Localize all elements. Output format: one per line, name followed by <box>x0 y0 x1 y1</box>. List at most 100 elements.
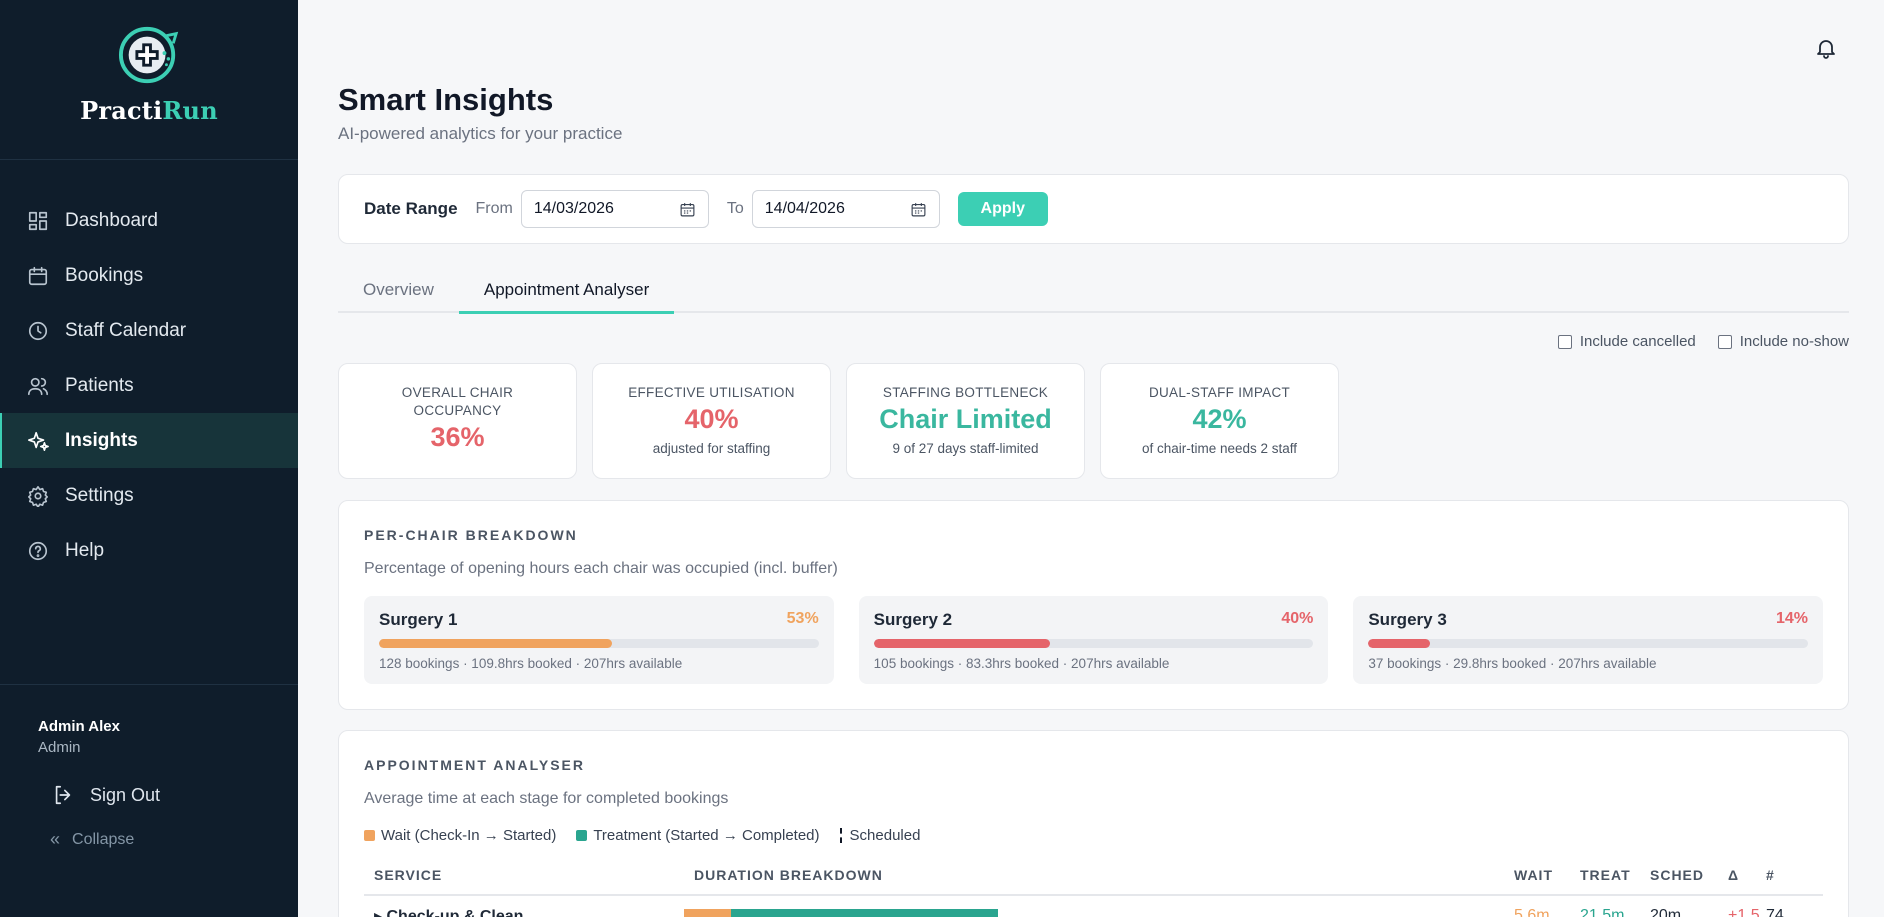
tabs: Overview Appointment Analyser <box>338 268 1849 314</box>
sidebar-item-insights[interactable]: Insights <box>0 413 298 468</box>
kpi-label: Dual-Staff Impact <box>1148 385 1291 400</box>
duration-bar <box>684 909 998 917</box>
sidebar-item-bookings[interactable]: Bookings <box>0 248 298 303</box>
sidebar-item-dashboard[interactable]: Dashboard <box>0 193 298 248</box>
sidebar-item-label: Patients <box>65 374 134 396</box>
expand-chevron-icon[interactable]: ▸ <box>374 908 387 917</box>
bell-icon <box>1817 40 1835 59</box>
date-range-label: Date Range <box>364 199 458 218</box>
to-date-value: 14/04/2026 <box>764 200 845 217</box>
practirun-logo-icon <box>118 26 179 84</box>
column-header[interactable]: Wait <box>1514 867 1553 883</box>
kpi-sub: 9 of 27 days staff-limited <box>892 441 1039 456</box>
service-cell: ▸ Check-up & Clean <box>364 906 684 917</box>
sidebar-item-label: Insights <box>65 429 138 451</box>
collapse-button[interactable]: « Collapse <box>50 829 298 850</box>
occupancy-bar <box>873 639 1314 648</box>
column-header: Duration Breakdown <box>694 867 883 883</box>
calendar-icon <box>680 202 695 216</box>
sparkles-icon <box>28 431 49 451</box>
occupancy-bar <box>1368 639 1809 648</box>
kpi-value: 36% <box>430 422 485 452</box>
section-title: Appointment Analyser <box>364 757 585 773</box>
sign-out-icon <box>55 785 71 805</box>
occupancy-bar-fill <box>873 639 1050 648</box>
chair-item: Surgery 3 14% 37 bookings · 29.8hrs book… <box>1353 596 1824 684</box>
from-label: From <box>475 200 513 217</box>
table-row[interactable]: ▸ Check-up & Clean 5.6m 21.5m 20m +1.5 7… <box>364 896 1823 917</box>
sidebar-item-staff-calendar[interactable]: Staff Calendar <box>0 303 298 358</box>
kpi-card-effective-utilisation: Effective Utilisation 40% adjusted for s… <box>592 363 831 479</box>
delta-cell: +1.5 <box>1728 907 1760 917</box>
sidebar-item-patients[interactable]: Patients <box>0 358 298 413</box>
apply-button[interactable]: Apply <box>957 192 1048 226</box>
legend-item-scheduled: Scheduled <box>839 827 920 844</box>
column-header[interactable]: Sched <box>1650 867 1705 883</box>
page-subtitle: AI-powered analytics for your practice <box>338 124 623 143</box>
include-no-show-label: Include no-show <box>1739 333 1849 350</box>
kpi-label: Overall Chair Occupancy <box>401 385 514 418</box>
calendar-icon <box>28 266 48 285</box>
collapse-label: Collapse <box>72 830 135 848</box>
dashboard-icon <box>28 211 48 230</box>
column-header[interactable]: # <box>1766 867 1775 883</box>
occupancy-bar <box>379 639 819 648</box>
kpi-value: 42% <box>1192 404 1247 434</box>
occupancy-bar-fill <box>1368 639 1430 648</box>
user-name: Admin Alex <box>38 718 120 735</box>
sign-out-button[interactable]: Sign Out <box>52 784 298 806</box>
notifications-button[interactable] <box>1814 36 1838 60</box>
scheduled-marker <box>839 828 842 843</box>
include-no-show-checkbox[interactable]: Include no-show <box>1717 333 1849 350</box>
sidebar-item-label: Dashboard <box>65 209 158 231</box>
sign-out-label: Sign Out <box>90 784 161 805</box>
kpi-label: Effective Utilisation <box>628 385 795 400</box>
chair-name: Surgery 1 <box>379 610 458 629</box>
chair-percent: 40% <box>1281 610 1314 627</box>
user-role: Admin <box>38 739 81 756</box>
section-title: Per-Chair Breakdown <box>364 527 578 543</box>
column-header[interactable]: Treat <box>1580 867 1631 883</box>
from-date-value: 14/03/2026 <box>533 200 614 217</box>
tab-appointment-analyser[interactable]: Appointment Analyser <box>458 268 675 314</box>
section-description: Percentage of opening hours each chair w… <box>364 560 838 577</box>
column-header[interactable]: Δ <box>1728 867 1740 883</box>
include-cancelled-checkbox[interactable]: Include cancelled <box>1557 333 1696 350</box>
chair-stats: 37 bookings · 29.8hrs booked · 207hrs av… <box>1368 656 1657 671</box>
column-header[interactable]: Service <box>374 867 443 883</box>
legend: Wait (Check-In → Started) Treatment (Sta… <box>364 827 1823 844</box>
section-description: Average time at each stage for completed… <box>364 790 729 807</box>
chair-percent: 14% <box>1775 610 1809 627</box>
appointment-analyser-card: Appointment Analyser Average time at eac… <box>338 730 1849 917</box>
checkbox-box[interactable] <box>1717 334 1732 349</box>
wait-segment <box>684 909 732 917</box>
filters: Include cancelled Include no-show <box>1536 333 1849 350</box>
sidebar-footer: Admin Alex Admin Sign Out « Collapse <box>0 684 298 850</box>
clock-icon <box>28 321 48 340</box>
treatment-segment <box>731 909 998 917</box>
from-date-input[interactable]: 14/03/2026 <box>520 190 709 228</box>
kpi-card-chair-occupancy: Overall Chair Occupancy 36% <box>338 363 577 479</box>
treat-cell: 21.5m <box>1580 907 1625 917</box>
kpi-card-dual-staff-impact: Dual-Staff Impact 42% of chair-time need… <box>1100 363 1339 479</box>
per-chair-breakdown-card: Per-Chair Breakdown Percentage of openin… <box>338 500 1849 710</box>
sched-cell: 20m <box>1650 907 1682 917</box>
kpi-sub: adjusted for staffing <box>652 441 771 456</box>
brand-name: PractiRun <box>80 96 218 125</box>
table-header: Service Duration Breakdown Wait Treat Sc… <box>364 867 1823 896</box>
double-chevron-left-icon: « <box>50 829 61 849</box>
sidebar-item-label: Help <box>65 539 105 561</box>
chair-item: Surgery 2 40% 105 bookings · 83.3hrs boo… <box>858 596 1329 684</box>
kpi-sub: of chair-time needs 2 staff <box>1141 441 1298 456</box>
chair-item: Surgery 1 53% 128 bookings · 109.8hrs bo… <box>364 596 834 684</box>
sidebar-item-label: Settings <box>65 484 134 506</box>
gear-icon <box>28 485 48 507</box>
tab-overview[interactable]: Overview <box>363 279 434 299</box>
sidebar-item-help[interactable]: Help <box>0 523 298 578</box>
wait-cell: 5.6m <box>1514 907 1550 917</box>
to-date-input[interactable]: 14/04/2026 <box>751 190 940 228</box>
sidebar-item-settings[interactable]: Settings <box>0 468 298 523</box>
sidebar: PractiRun Dashboard Bookings Staff Calen… <box>0 0 298 917</box>
kpi-label: Staffing Bottleneck <box>882 385 1049 400</box>
checkbox-box[interactable] <box>1557 334 1572 349</box>
